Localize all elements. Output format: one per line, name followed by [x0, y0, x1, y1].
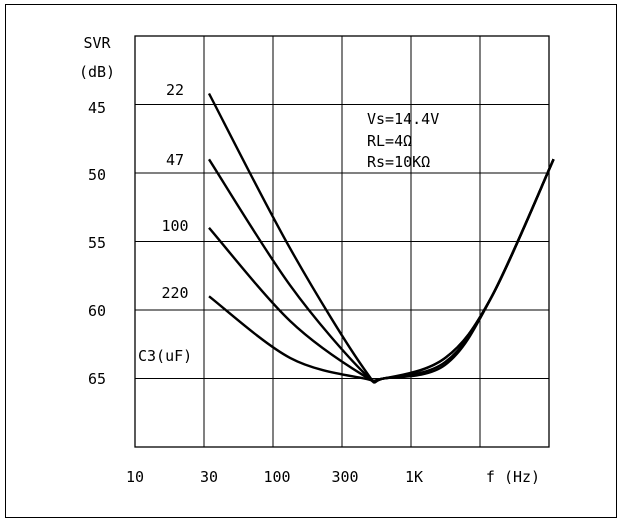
annotation-rs: Rs=10KΩ: [367, 153, 430, 171]
x-tick-label: 30: [200, 468, 218, 486]
series-label-47: 47: [166, 151, 184, 169]
series-label-220: 220: [161, 284, 188, 302]
annotation-vs: Vs=14.4V: [367, 110, 439, 128]
annotation-rl: RL=4Ω: [367, 132, 412, 150]
legend-title: C3(uF): [138, 347, 192, 365]
chart-frame: [5, 4, 617, 518]
series-label-22: 22: [166, 81, 184, 99]
x-tick-labels: 10 30 100 300 1K f (Hz): [126, 468, 540, 486]
y-tick-label: 65: [88, 370, 106, 388]
y-axis-label-line2: (dB): [79, 63, 115, 81]
y-tick-label: 45: [88, 99, 106, 117]
y-axis-label-line1: SVR: [83, 34, 111, 52]
x-tick-label: 100: [263, 468, 290, 486]
y-tick-label: 55: [88, 234, 106, 252]
x-axis-label: f (Hz): [486, 468, 540, 486]
x-tick-label: 10: [126, 468, 144, 486]
curves: [207, 92, 555, 384]
grid: [134, 35, 550, 448]
y-tick-labels: 45 50 55 60 65: [88, 99, 106, 388]
series-labels: 22 47 100 220 C3(uF): [138, 81, 192, 365]
y-tick-label: 50: [88, 166, 106, 184]
y-tick-label: 60: [88, 302, 106, 320]
x-tick-label: 300: [331, 468, 358, 486]
conditions-annotation: Vs=14.4V RL=4Ω Rs=10KΩ: [367, 110, 439, 171]
x-tick-label: 1K: [405, 468, 423, 486]
series-label-100: 100: [161, 217, 188, 235]
series-line-220: [208, 158, 555, 382]
